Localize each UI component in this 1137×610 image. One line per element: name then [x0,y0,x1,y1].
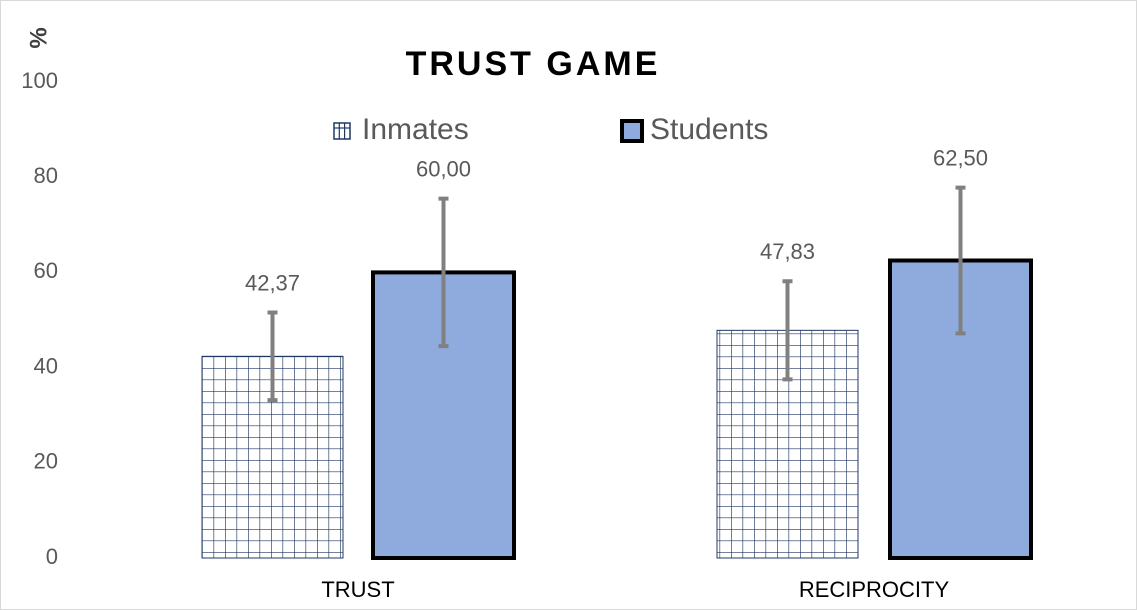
error-bar [267,310,278,403]
y-tick-label: 80 [34,163,58,188]
y-tick-label: 60 [34,258,58,283]
error-bar [782,279,793,382]
chart-title: TRUST GAME [406,45,661,83]
legend-label: Students [650,113,768,146]
y-tick-label: 100 [21,68,58,93]
y-tick-label: 0 [46,544,58,569]
value-label: 47,83 [760,239,815,264]
legend-swatch [620,119,644,143]
x-tick-label: RECIPROCITY [799,577,950,602]
value-label: 60,00 [416,156,471,181]
legend-label: Inmates [362,113,469,146]
y-axis-label: % [25,27,52,48]
y-tick-label: 20 [34,449,58,474]
legend-swatch [333,122,351,140]
y-tick-label: 40 [34,353,58,378]
value-label: 62,50 [933,145,988,170]
x-tick-label: TRUST [321,577,394,602]
value-label: 42,37 [245,270,300,295]
error-bar [438,196,449,349]
error-bar [955,185,966,336]
